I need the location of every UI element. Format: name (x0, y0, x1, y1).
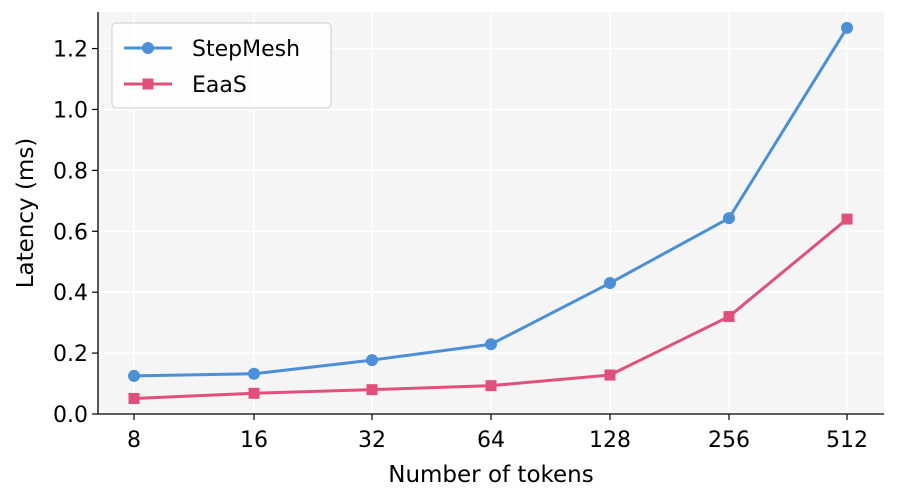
x-tick-label: 512 (826, 428, 868, 453)
x-tick-label: 256 (708, 428, 750, 453)
data-point-eaas (604, 369, 616, 381)
data-point-eaas (128, 392, 140, 404)
legend: StepMesh EaaS (111, 22, 332, 109)
y-tick-label: 0.6 (53, 220, 88, 245)
x-ticks: 8 16 32 64 128 256 512 (127, 414, 868, 453)
data-point-stepmesh (723, 212, 735, 225)
data-point-stepmesh (128, 369, 140, 382)
y-tick-label: 0.4 (53, 281, 88, 306)
data-point-stepmesh (841, 21, 853, 34)
data-point-eaas (723, 311, 735, 323)
data-point-eaas (485, 380, 497, 392)
x-tick-label: 64 (477, 428, 505, 453)
legend-label-eaas: EaaS (192, 73, 247, 98)
data-point-stepmesh (604, 277, 616, 290)
series-layer (128, 21, 853, 404)
data-point-stepmesh (485, 338, 497, 351)
y-tick-label: 0.8 (53, 159, 88, 184)
legend-label-stepmesh: StepMesh (192, 37, 300, 62)
data-point-eaas (366, 384, 378, 396)
data-point-eaas (841, 213, 853, 225)
data-point-stepmesh (248, 367, 260, 380)
x-axis-label: Number of tokens (388, 462, 593, 488)
y-tick-label: 0.2 (53, 342, 88, 367)
data-point-eaas (248, 387, 260, 399)
y-tick-label: 1.2 (53, 38, 88, 63)
legend-box (111, 22, 332, 109)
legend-marker-stepmesh (142, 42, 154, 54)
y-ticks: 0.0 0.2 0.4 0.6 0.8 1.0 1.2 (53, 38, 98, 428)
x-tick-label: 128 (589, 428, 631, 453)
y-tick-label: 0.0 (53, 403, 88, 428)
x-tick-label: 8 (127, 428, 141, 453)
data-point-stepmesh (366, 354, 378, 367)
y-tick-label: 1.0 (53, 98, 88, 123)
legend-marker-eaas (142, 78, 154, 90)
x-tick-label: 32 (358, 428, 386, 453)
y-axis-label: Latency (ms) (13, 138, 39, 289)
x-tick-label: 16 (240, 428, 268, 453)
